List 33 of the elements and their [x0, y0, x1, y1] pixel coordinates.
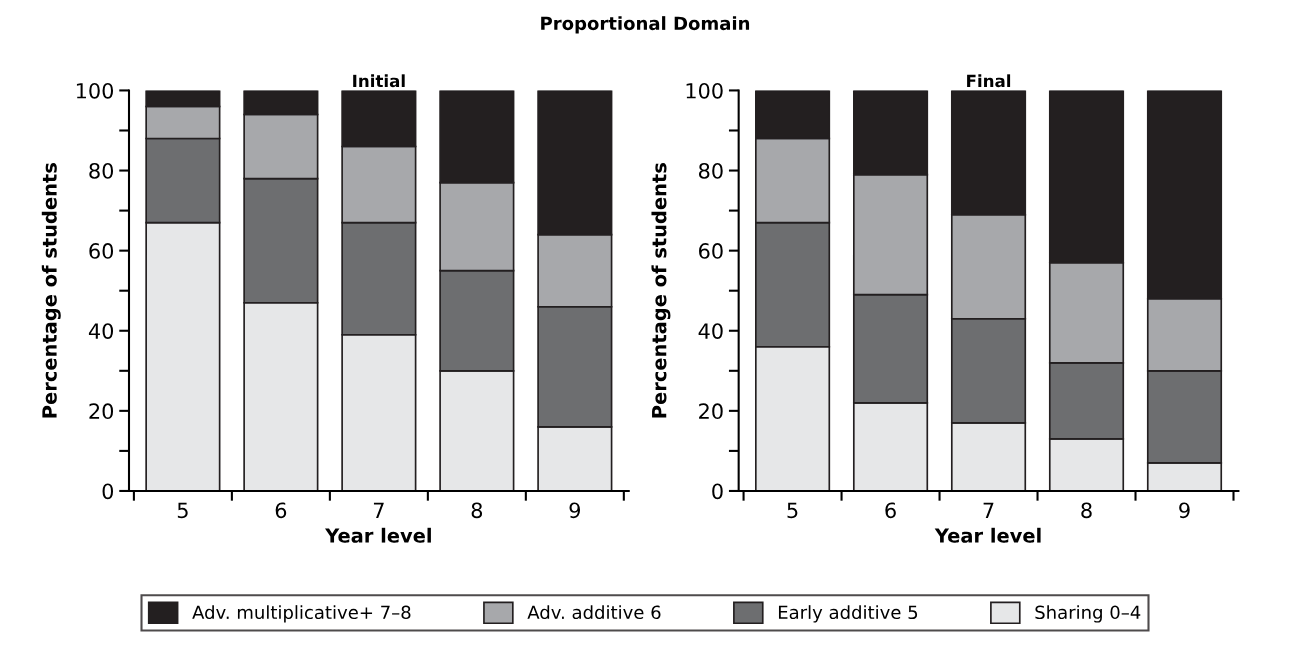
x-tick-label: 9	[1179, 502, 1190, 519]
y-tick-label: 80	[698, 163, 723, 179]
y-axis-title: Percentage of students	[41, 163, 61, 418]
x-tick-label: 9	[569, 502, 580, 519]
y-tick-label: 100	[686, 82, 723, 99]
x-tick-label: 6	[275, 502, 287, 519]
y-tick-label: 40	[698, 323, 723, 339]
x-tick-label: 6	[885, 502, 896, 519]
y-tick-label: 0	[102, 483, 114, 500]
x-tick-label: 8	[471, 502, 483, 519]
y-tick-label: 60	[699, 243, 723, 259]
chart-subtitle: Initial	[353, 74, 405, 88]
x-tick-label: 8	[1081, 502, 1092, 519]
y-tick-label: 40	[88, 323, 114, 339]
y-tick-label: 100	[76, 82, 114, 99]
legend-label: Sharing 0–4	[1035, 605, 1141, 623]
y-axis-title: Percentage of students	[651, 163, 671, 418]
legend-label: Adv. multiplicative+ 7–8	[192, 605, 411, 623]
y-tick-label: 80	[89, 163, 114, 179]
x-tick-label: 5	[177, 502, 188, 519]
x-axis-title: Year level	[324, 527, 431, 543]
x-tick-label: 7	[983, 502, 994, 518]
legend-label: Early additive 5	[778, 605, 918, 623]
legend-label: Adv. additive 6	[527, 605, 661, 620]
y-tick-label: 20	[89, 403, 114, 420]
x-tick-label: 5	[787, 502, 798, 519]
x-tick-label: 7	[373, 502, 384, 518]
x-axis-title: Year level	[934, 527, 1041, 543]
y-tick-label: 0	[712, 483, 723, 500]
y-tick-label: 20	[699, 403, 723, 420]
chart-subtitle: Final	[967, 74, 1011, 88]
chart-title: Proportional Domain	[541, 16, 750, 34]
y-tick-label: 60	[89, 243, 114, 259]
